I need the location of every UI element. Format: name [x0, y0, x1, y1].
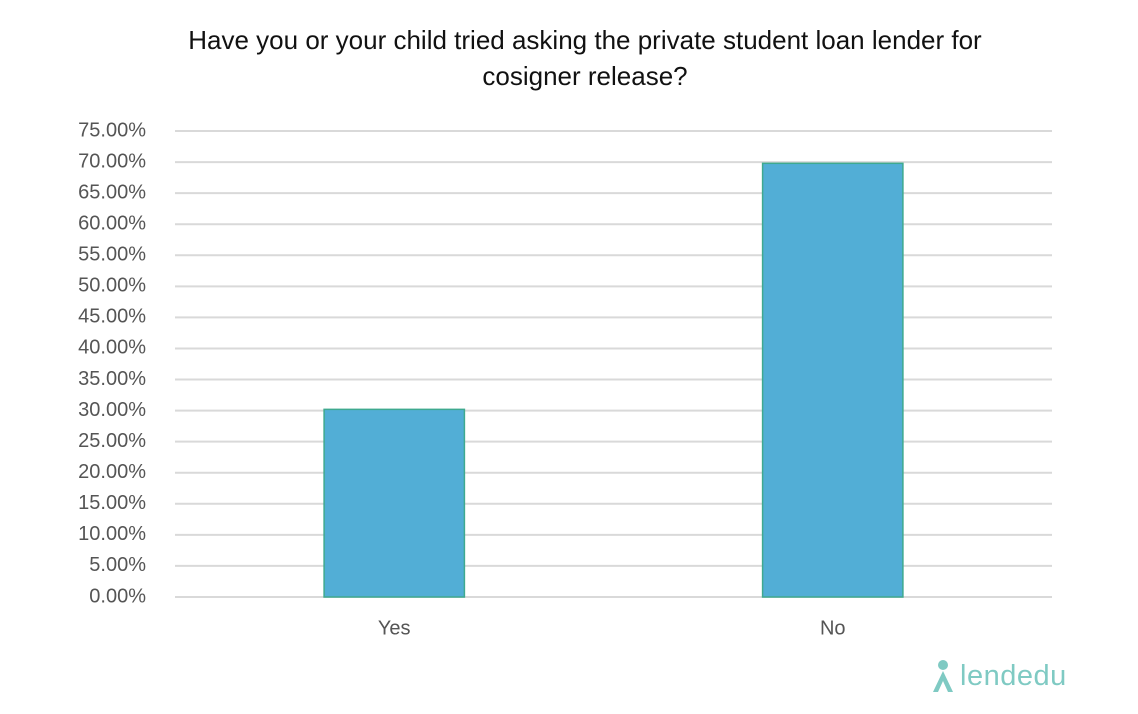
- y-tick-label: 65.00%: [78, 181, 146, 203]
- y-tick-label: 25.00%: [78, 430, 146, 452]
- bar: [323, 408, 466, 598]
- y-tick-label: 5.00%: [89, 554, 146, 576]
- y-tick-label: 10.00%: [78, 523, 146, 545]
- y-tick-label: 70.00%: [78, 150, 146, 172]
- y-tick-label: 60.00%: [78, 212, 146, 234]
- y-tick-label: 45.00%: [78, 306, 146, 328]
- y-tick-label: 0.00%: [89, 585, 146, 607]
- y-tick-label: 30.00%: [78, 399, 146, 421]
- x-tick-label: No: [820, 617, 846, 639]
- y-tick-label: 40.00%: [78, 337, 146, 359]
- y-tick-label: 20.00%: [78, 461, 146, 483]
- x-tick-label: Yes: [378, 617, 411, 639]
- y-tick-label: 15.00%: [78, 492, 146, 514]
- y-tick-label: 50.00%: [78, 275, 146, 297]
- y-tick-label: 35.00%: [78, 368, 146, 390]
- y-tick-label: 75.00%: [78, 119, 146, 141]
- bar: [761, 162, 904, 598]
- logo-icon: [933, 660, 953, 692]
- logo-text: lendedu: [960, 660, 1067, 692]
- chart-title: Have you or your child tried asking the …: [188, 25, 982, 91]
- y-tick-label: 55.00%: [78, 244, 146, 266]
